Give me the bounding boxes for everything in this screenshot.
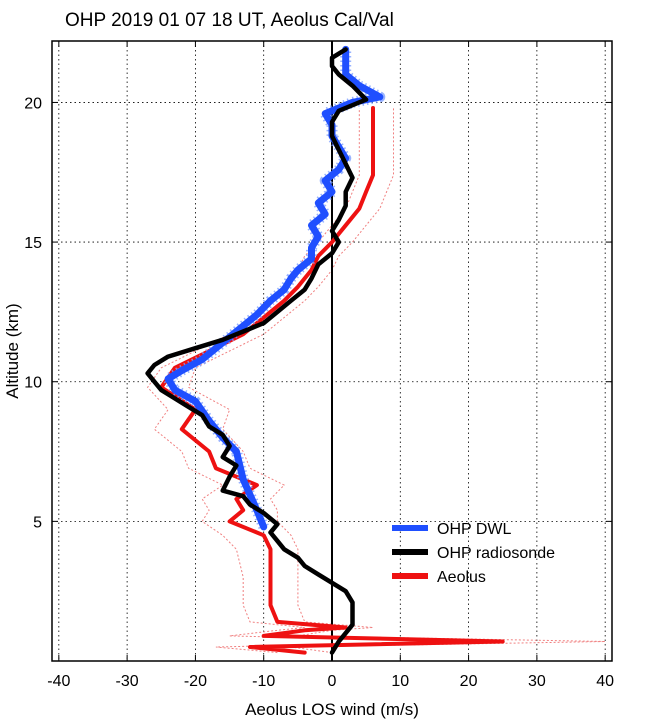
aeolus-upper-bound xyxy=(187,108,606,654)
series-lines xyxy=(145,45,505,655)
x-tick-label: -10 xyxy=(252,673,275,690)
aeolus-lower-bound xyxy=(146,108,455,654)
x-tick-label: 10 xyxy=(391,673,409,690)
y-axis-label: Altitude (km) xyxy=(3,303,22,398)
legend-label-radiosonde: OHP radiosonde xyxy=(437,545,555,562)
y-tick-labels: 5 10 15 20 xyxy=(24,95,42,531)
x-tick-label: 40 xyxy=(596,673,614,690)
y-tick-label: 10 xyxy=(24,375,42,392)
legend-label-dwl: OHP DWL xyxy=(437,521,511,538)
axis-ticks xyxy=(52,41,612,661)
y-tick-label: 5 xyxy=(33,514,42,531)
x-tick-labels: -40 -30 -20 -10 0 10 20 30 40 xyxy=(47,673,614,690)
ohp-radiosonde-line xyxy=(145,47,369,655)
y-tick-label: 20 xyxy=(24,95,42,112)
x-tick-label: -30 xyxy=(116,673,139,690)
ohp-dwl-line xyxy=(164,45,384,531)
ohp-dwl-scatter xyxy=(162,49,386,529)
x-tick-label: 0 xyxy=(328,673,337,690)
y-tick-label: 15 xyxy=(24,235,42,252)
legend: OHP DWL OHP radiosonde Aeolus xyxy=(392,521,555,586)
x-tick-label: 20 xyxy=(460,673,478,690)
x-tick-label: 30 xyxy=(528,673,546,690)
x-tick-label: -20 xyxy=(184,673,207,690)
chart-title: OHP 2019 01 07 18 UT, Aeolus Cal/Val xyxy=(65,10,394,31)
legend-label-aeolus: Aeolus xyxy=(437,569,486,586)
x-tick-label: -40 xyxy=(47,673,70,690)
x-axis-label: Aeolus LOS wind (m/s) xyxy=(245,700,419,719)
